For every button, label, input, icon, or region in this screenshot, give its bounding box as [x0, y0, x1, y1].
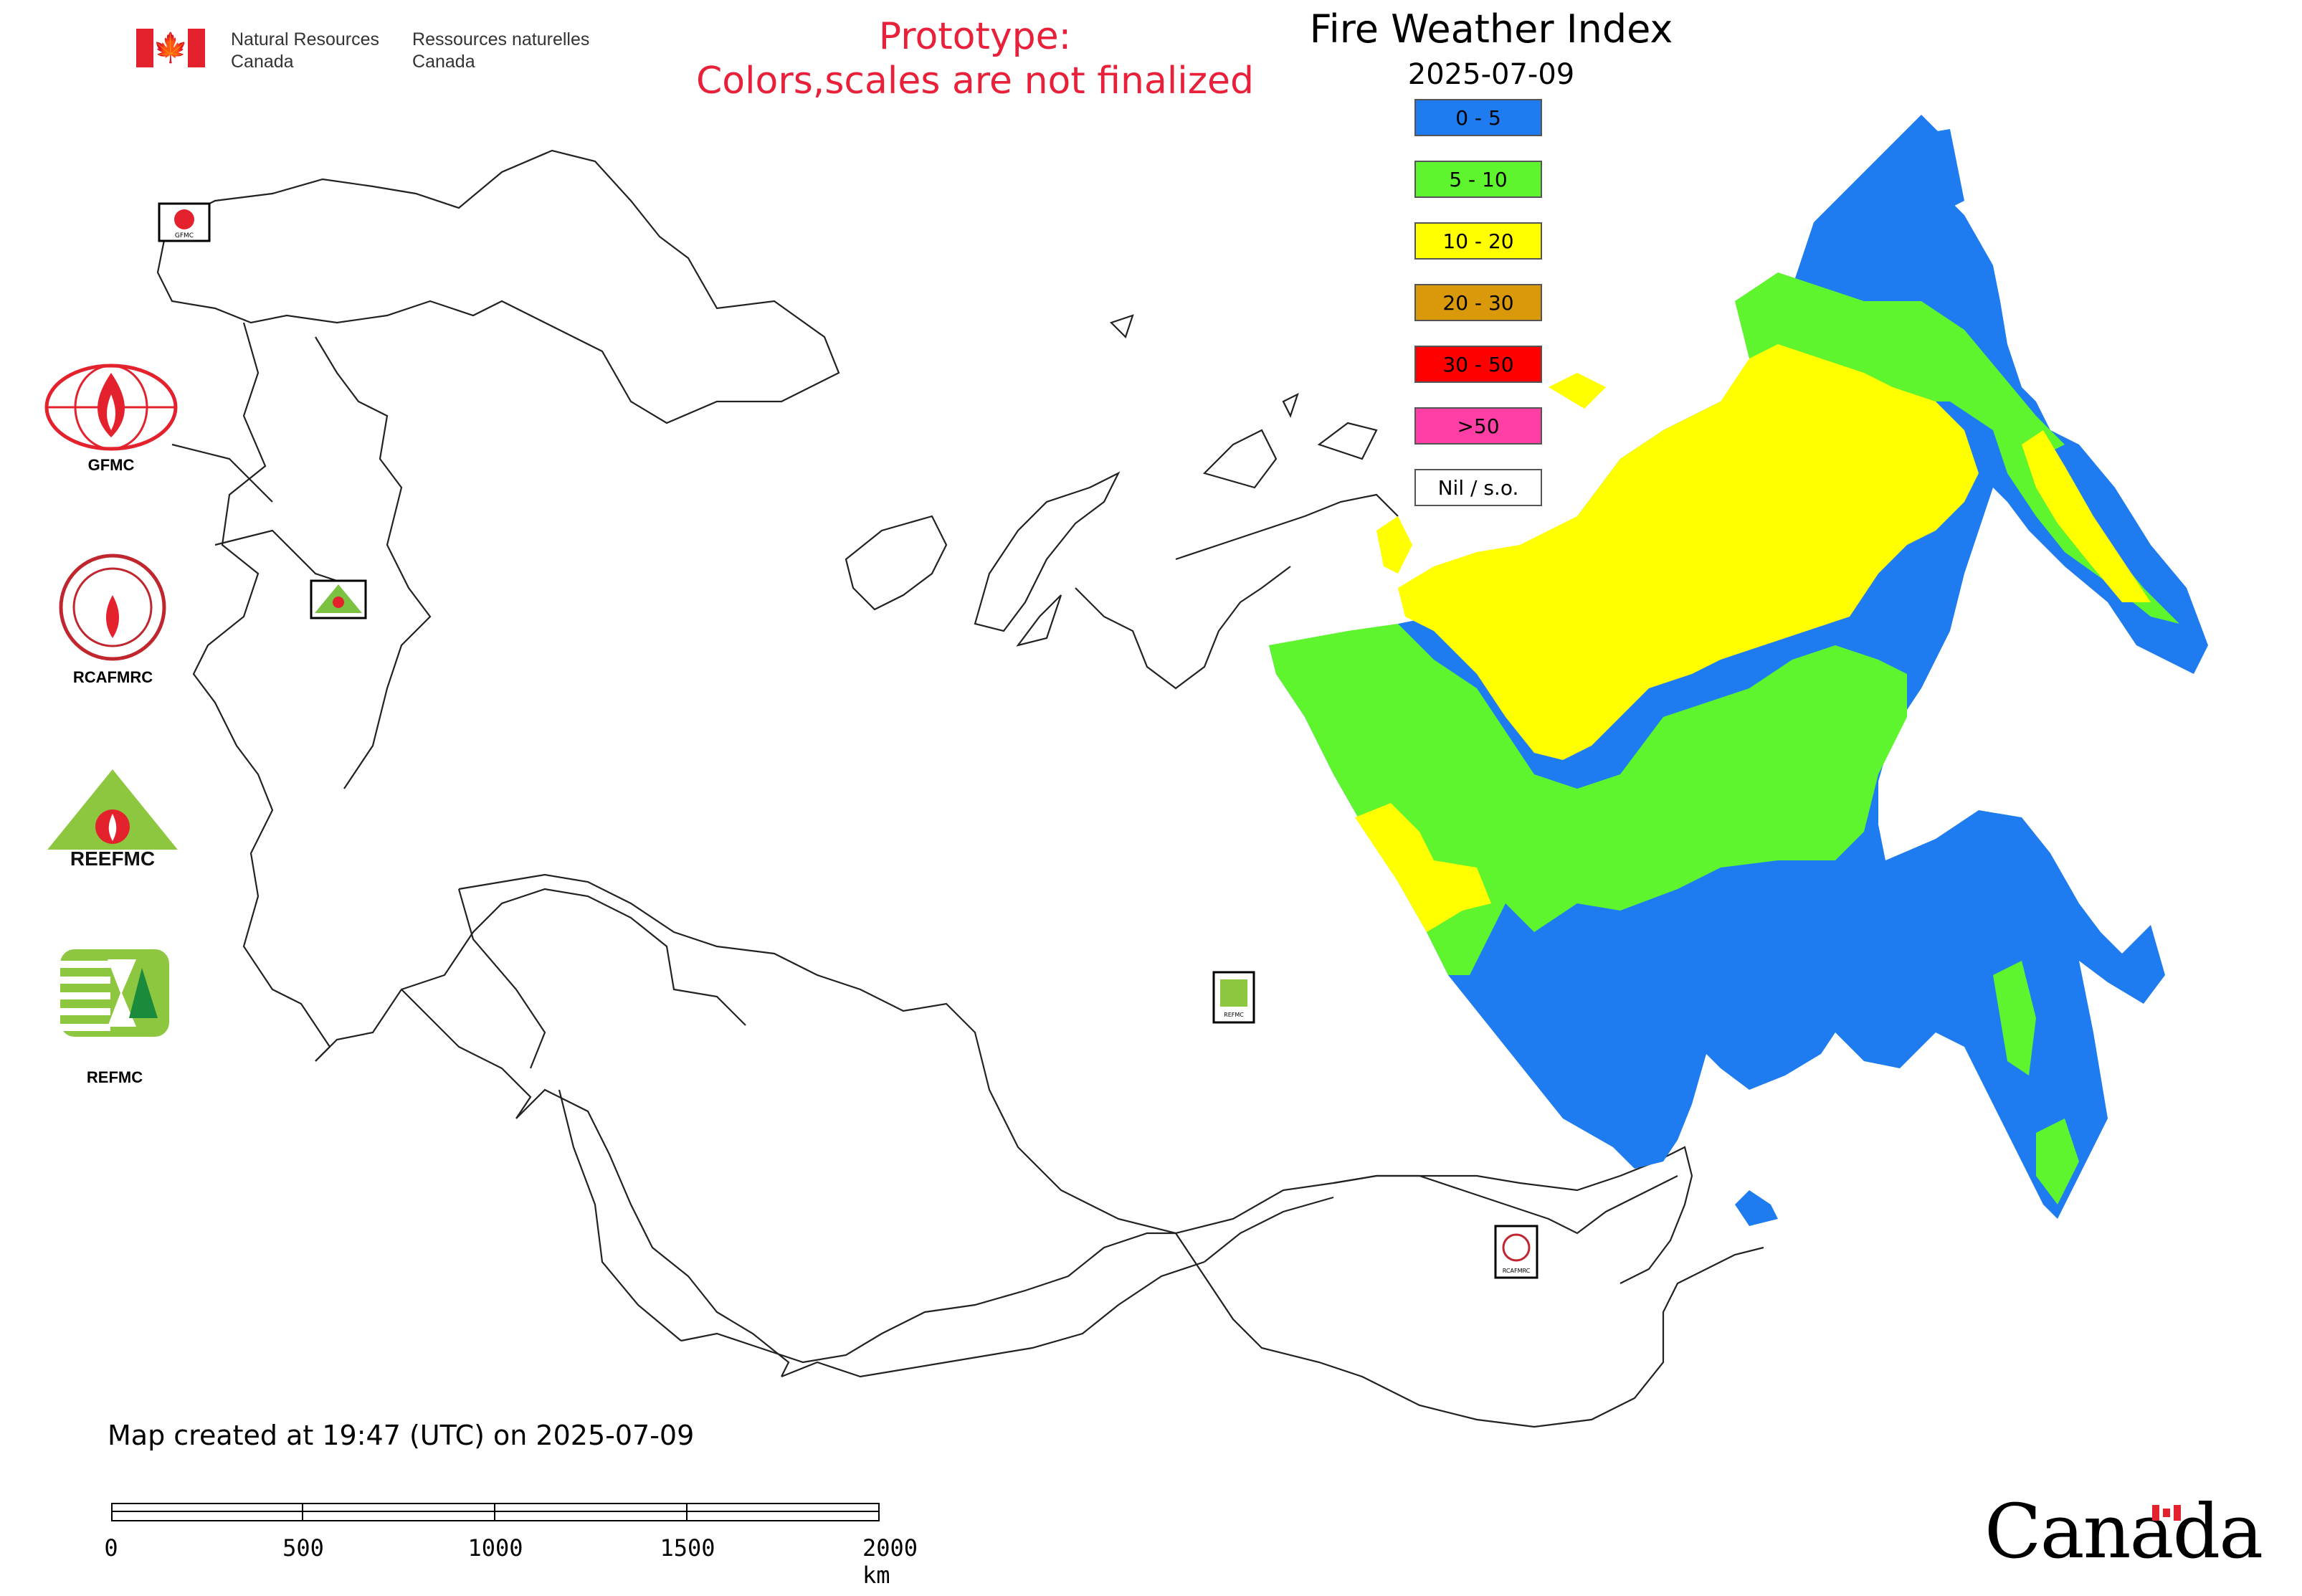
fwi-zone-10-20: [2022, 430, 2151, 602]
rcafmrc-marker-icon: [1502, 1233, 1531, 1262]
refmc-logo: [60, 949, 169, 1037]
fwi-zone-10-20: [1376, 516, 1412, 574]
scale-label-1000: 1000: [467, 1534, 523, 1562]
map-created-note: Map created at 19:47 (UTC) on 2025-07-09: [108, 1420, 695, 1451]
rcafmrc-logo: [59, 554, 166, 661]
fwi-raster: [1269, 115, 2208, 1226]
fwi-zone-10-20: [1398, 344, 1979, 760]
scale-label-500: 500: [282, 1534, 324, 1562]
fwi-zone-0-5: [1735, 1190, 1778, 1226]
legend-item-5-10: 5 - 10: [1414, 161, 1542, 198]
prototype-line-1: Prototype:: [878, 15, 1072, 58]
refmc-marker-icon: [1220, 979, 1247, 1007]
refmc-caption: REFMC: [86, 1068, 143, 1086]
legend-item-20-30: 20 - 30: [1414, 284, 1542, 321]
fwi-zone-10-20: [1355, 803, 1491, 932]
marker-label-refmc: REFMC: [1224, 1012, 1244, 1018]
marker-label-rcafmrc: RCAFMRC: [1503, 1268, 1531, 1274]
legend-item-10-20: 10 - 20: [1414, 222, 1542, 260]
gfmc-marker-icon: [174, 209, 194, 229]
wordmark-flag-icon: [2152, 1505, 2181, 1521]
marker-label-gfmc: GFMC: [175, 232, 194, 239]
fwi-zone-10-20: [1549, 373, 1606, 409]
legend-item-50-plus: >50: [1414, 407, 1542, 445]
scale-label-0: 0: [104, 1534, 118, 1562]
rcafmrc-caption: RCAFMRC: [72, 668, 153, 686]
canada-wordmark-text: Canada: [1984, 1488, 2263, 1575]
gfmc-caption: GFMC: [87, 456, 135, 474]
department-name-fr: Ressources naturelles Canada: [412, 29, 590, 72]
reefmc-logo: REEFMC: [39, 769, 186, 870]
canada-flag-icon: 🍁: [136, 29, 205, 67]
prototype-notice: Prototype: Colors,scales are not finaliz…: [624, 14, 1326, 103]
country-outlines: [156, 149, 1764, 1428]
scale-label-2000: 2000 km: [862, 1534, 918, 1589]
scale-segment: [111, 1503, 303, 1521]
department-name-en: Natural Resources Canada: [231, 29, 380, 72]
canada-wordmark: Canada: [1984, 1488, 2263, 1575]
legend-item-nil: Nil / s.o.: [1414, 469, 1542, 506]
legend-item-0-5: 0 - 5: [1414, 99, 1542, 136]
reefmc-logo-text: REEFMC: [70, 847, 155, 870]
map-markers: GFMC REFMC RCAFMRC: [158, 202, 1538, 1279]
scale-segment: [686, 1503, 880, 1521]
scale-segment: [494, 1503, 688, 1521]
fwi-zone-5-10: [1735, 272, 2065, 459]
fwi-zone-5-10: [2036, 1118, 2079, 1205]
fwi-zone-5-10: [1993, 961, 2036, 1075]
map-date: 2025-07-09: [1407, 58, 1575, 91]
fwi-zone-10-20: [1549, 588, 1721, 717]
map-title: Fire Weather Index: [1309, 6, 1673, 52]
prototype-line-2: Colors,scales are not finalized: [695, 60, 1255, 103]
nrcan-signature: 🍁 Natural Resources Canada Ressources na…: [136, 29, 589, 73]
scale-label-1500: 1500: [660, 1534, 715, 1562]
reefmc-marker-dot: [333, 597, 344, 608]
scale-segment: [302, 1503, 495, 1521]
legend-item-30-50: 30 - 50: [1414, 346, 1542, 383]
gfmc-logo: [44, 364, 178, 451]
fwi-zone-0-5: [1821, 129, 1964, 244]
